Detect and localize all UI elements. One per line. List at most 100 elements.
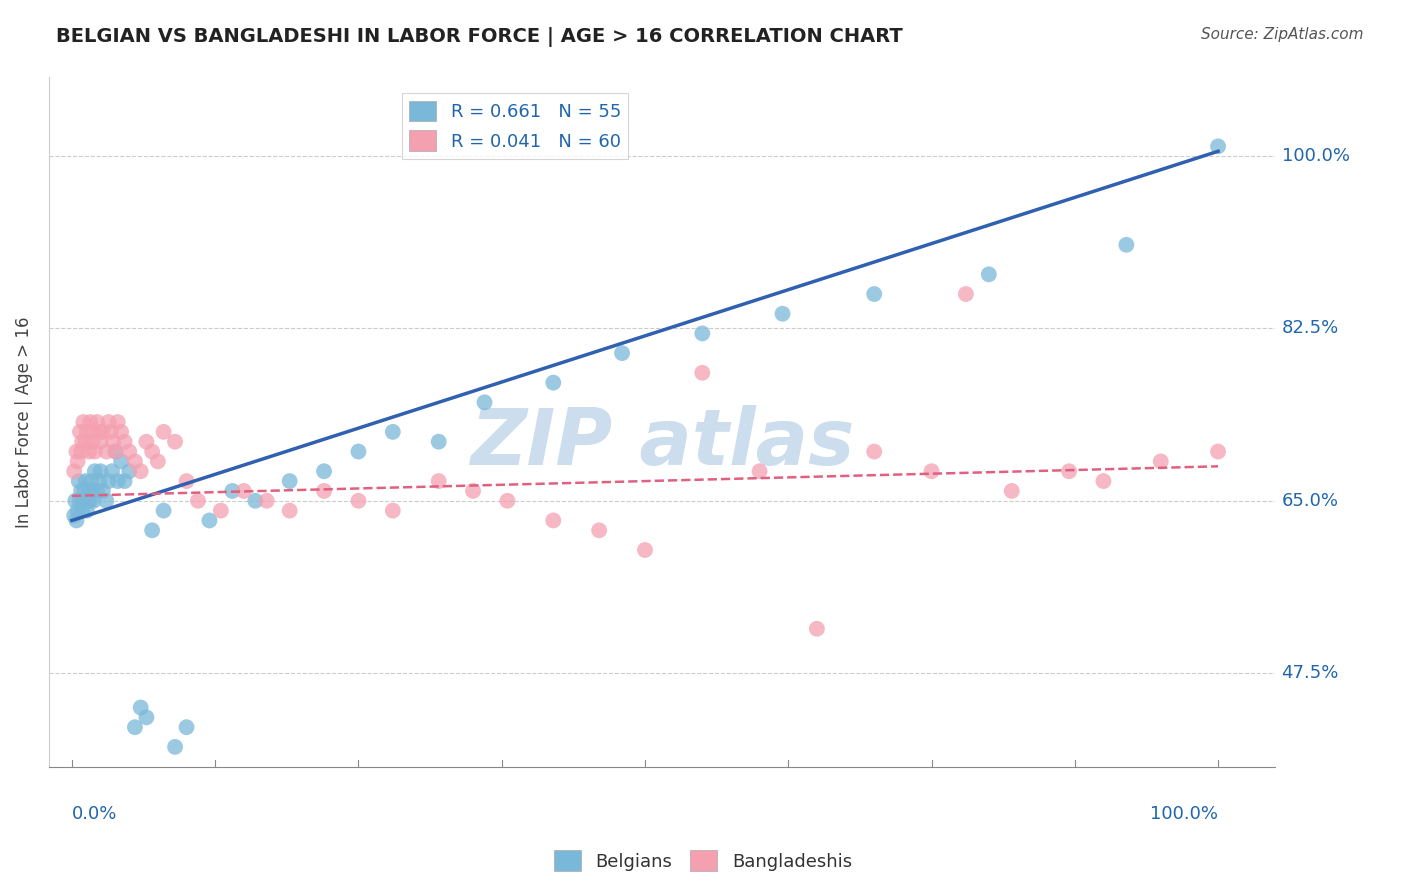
Point: [863, 444, 886, 458]
Legend: Belgians, Bangladeshis: Belgians, Bangladeshis: [547, 843, 859, 879]
Point: [76, 503, 98, 517]
Point: [73, 483, 96, 498]
Point: [79, 415, 101, 429]
Point: [118, 444, 141, 458]
Point: [82, 434, 104, 449]
Point: [135, 434, 157, 449]
Point: [107, 415, 129, 429]
Point: [114, 434, 136, 449]
Point: [135, 710, 157, 724]
Point: [66, 454, 89, 468]
Point: [70, 483, 93, 498]
Point: [1150, 454, 1173, 468]
Point: [256, 493, 278, 508]
Point: [77, 493, 100, 508]
Text: 0.0%: 0.0%: [72, 805, 117, 823]
Point: [588, 524, 610, 538]
Point: [63, 464, 86, 478]
Point: [77, 444, 100, 458]
Point: [110, 425, 132, 439]
Point: [610, 346, 633, 360]
Point: [152, 503, 174, 517]
Point: [79, 493, 101, 508]
Text: 82.5%: 82.5%: [1281, 319, 1339, 337]
Point: [97, 415, 120, 429]
Point: [474, 395, 496, 409]
Point: [381, 425, 404, 439]
Point: [72, 415, 94, 429]
Point: [86, 483, 108, 498]
Point: [91, 483, 114, 498]
Point: [97, 474, 120, 488]
Point: [110, 454, 132, 468]
Point: [543, 513, 565, 527]
Point: [347, 444, 370, 458]
Point: [114, 474, 136, 488]
Point: [278, 474, 301, 488]
Point: [772, 307, 794, 321]
Point: [176, 474, 198, 488]
Point: [381, 503, 404, 517]
Point: [278, 503, 301, 517]
Point: [543, 376, 565, 390]
Point: [1001, 483, 1024, 498]
Point: [977, 268, 1000, 282]
Point: [187, 493, 209, 508]
Point: [221, 483, 243, 498]
Point: [806, 622, 828, 636]
Text: BELGIAN VS BANGLADESHI IN LABOR FORCE | AGE > 16 CORRELATION CHART: BELGIAN VS BANGLADESHI IN LABOR FORCE | …: [56, 27, 903, 46]
Point: [96, 493, 118, 508]
Point: [107, 474, 129, 488]
Point: [80, 474, 103, 488]
Point: [347, 493, 370, 508]
Point: [152, 425, 174, 439]
Point: [312, 464, 335, 478]
Point: [245, 493, 267, 508]
Point: [198, 513, 221, 527]
Point: [100, 425, 122, 439]
Point: [69, 425, 91, 439]
Text: 65.0%: 65.0%: [1281, 491, 1339, 509]
Point: [72, 493, 94, 508]
Point: [690, 326, 713, 341]
Point: [1057, 464, 1080, 478]
Point: [124, 454, 146, 468]
Text: 47.5%: 47.5%: [1281, 664, 1339, 682]
Point: [76, 425, 98, 439]
Point: [496, 493, 519, 508]
Point: [124, 720, 146, 734]
Point: [176, 720, 198, 734]
Text: 100.0%: 100.0%: [1150, 805, 1218, 823]
Point: [65, 513, 87, 527]
Point: [146, 454, 169, 468]
Point: [165, 739, 187, 754]
Text: Source: ZipAtlas.com: Source: ZipAtlas.com: [1201, 27, 1364, 42]
Point: [165, 434, 187, 449]
Legend: R = 0.661   N = 55, R = 0.041   N = 60: R = 0.661 N = 55, R = 0.041 N = 60: [402, 94, 628, 159]
Point: [67, 474, 90, 488]
Point: [129, 464, 152, 478]
Point: [75, 474, 97, 488]
Point: [955, 287, 977, 301]
Point: [209, 503, 232, 517]
Point: [690, 366, 713, 380]
Point: [921, 464, 943, 478]
Point: [1206, 444, 1229, 458]
Point: [65, 444, 87, 458]
Point: [1115, 237, 1137, 252]
Point: [75, 434, 97, 449]
Point: [90, 434, 112, 449]
Point: [1206, 139, 1229, 153]
Point: [83, 493, 105, 508]
Point: [101, 434, 124, 449]
Point: [63, 508, 86, 523]
Point: [86, 415, 108, 429]
Point: [70, 503, 93, 517]
Text: ZIP atlas: ZIP atlas: [470, 405, 855, 481]
Point: [118, 464, 141, 478]
Point: [129, 700, 152, 714]
Point: [69, 493, 91, 508]
Point: [66, 503, 89, 517]
Point: [70, 434, 93, 449]
Point: [89, 425, 111, 439]
